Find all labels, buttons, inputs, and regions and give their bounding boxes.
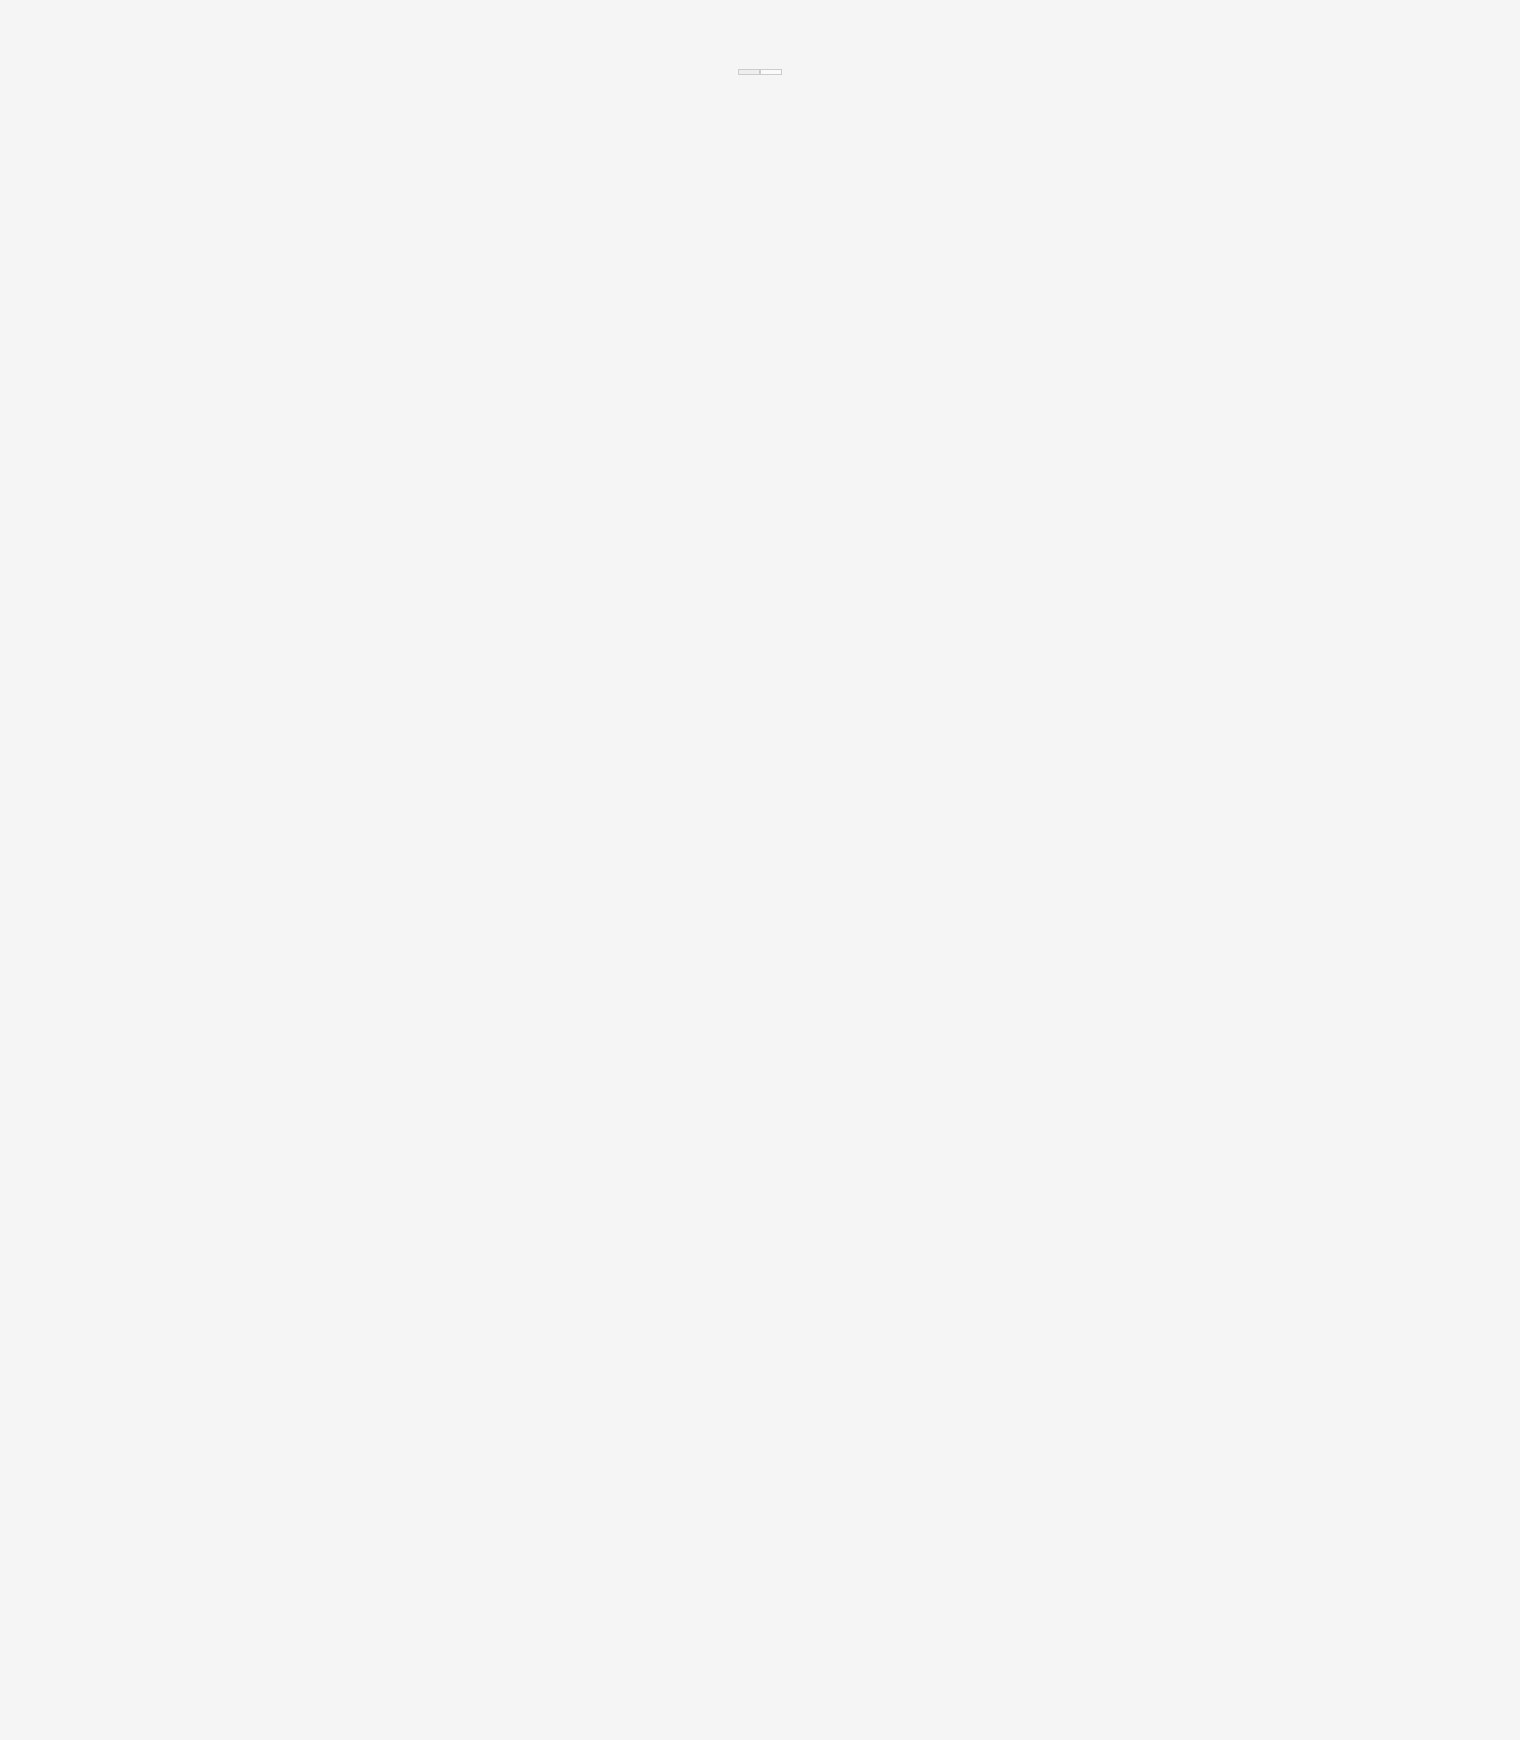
table-section-title [0, 48, 1520, 64]
tab-custom-show[interactable] [760, 69, 782, 75]
tab-all-show[interactable] [738, 69, 760, 75]
